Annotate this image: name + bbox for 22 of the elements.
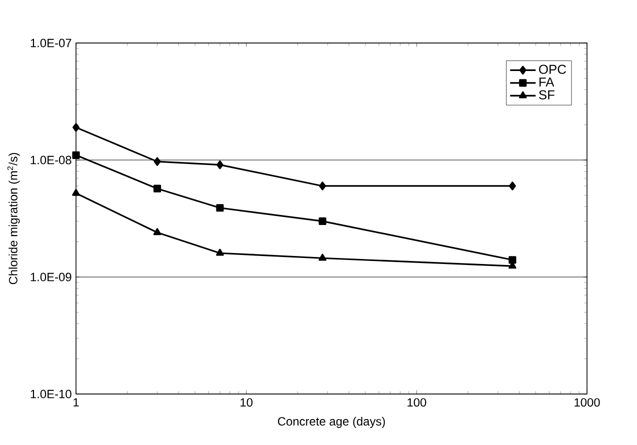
point bbox=[72, 151, 80, 159]
legend-label: OPC bbox=[539, 64, 566, 74]
point bbox=[319, 182, 326, 190]
y-tick-label: 1.0E-07 bbox=[30, 38, 72, 48]
legend-label: FA bbox=[539, 78, 554, 86]
x-tick-label: 10 bbox=[240, 398, 253, 407]
x-tick-label: 100 bbox=[408, 398, 426, 407]
legend-label: SF bbox=[539, 90, 554, 100]
y-axis-title: Chloride migration (m$^{2}$/s) bbox=[7, 153, 20, 284]
point bbox=[154, 157, 161, 166]
y-tick-label: 1.0E-08 bbox=[30, 156, 72, 164]
y-tick-label: 1.0E-09 bbox=[30, 272, 72, 282]
x-axis-title: Concrete age (days) bbox=[278, 416, 385, 428]
x-tick-label: 1 bbox=[74, 398, 79, 406]
x-tick-label: 1000 bbox=[574, 398, 600, 407]
y-tick-label: 1.0E-10 bbox=[30, 390, 72, 398]
point bbox=[153, 184, 162, 192]
point bbox=[72, 123, 80, 132]
point bbox=[318, 254, 326, 261]
point bbox=[318, 217, 326, 225]
point bbox=[72, 188, 80, 196]
point bbox=[153, 228, 162, 236]
